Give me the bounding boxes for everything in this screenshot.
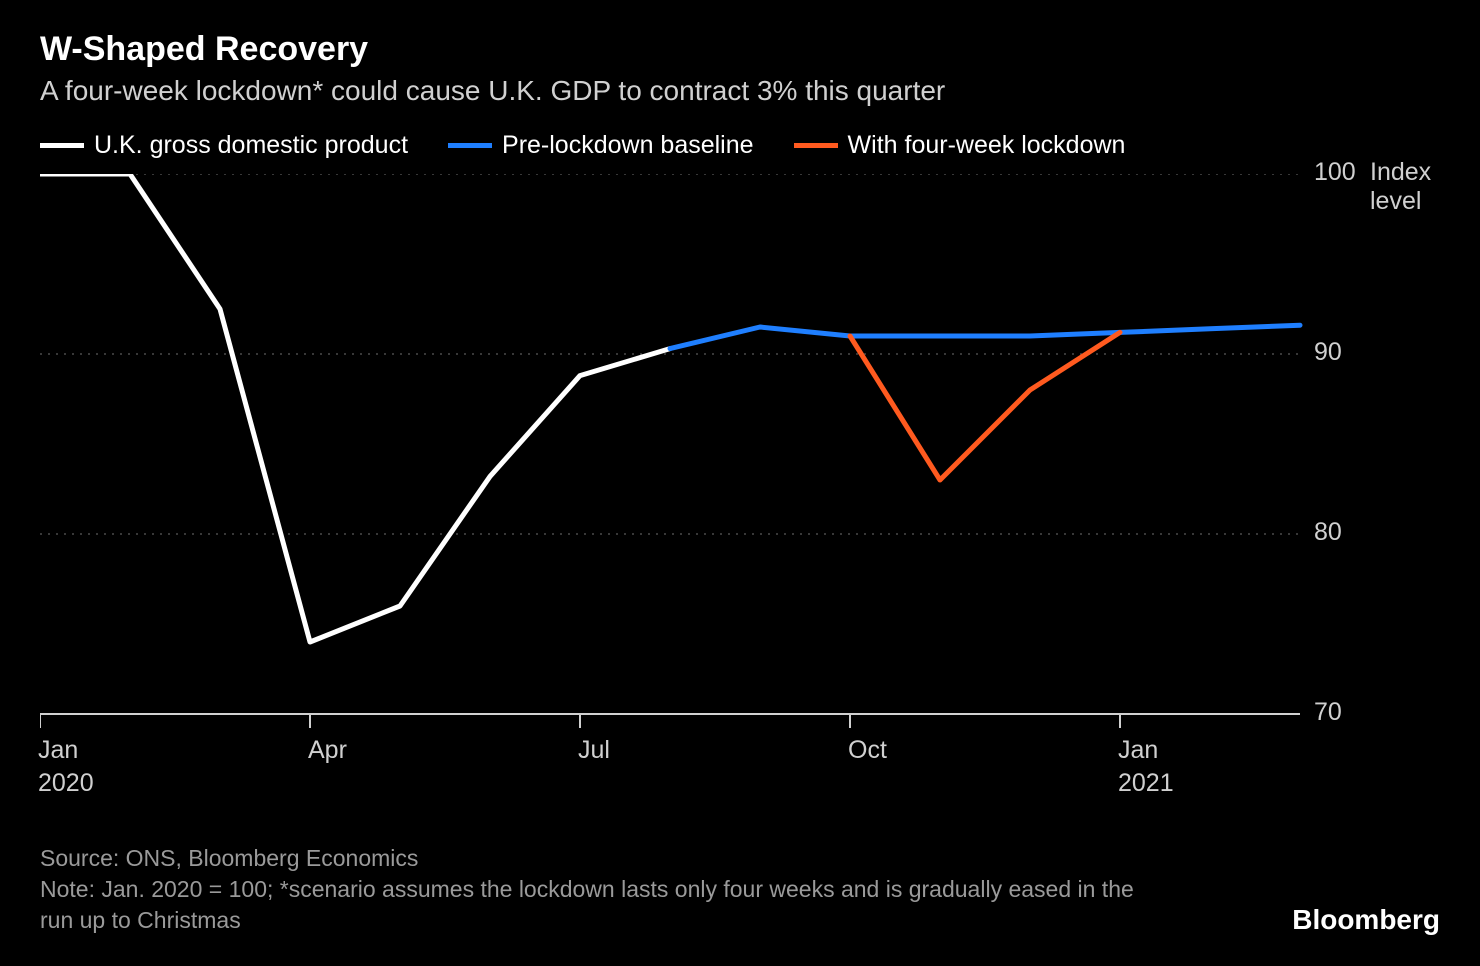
chart-plot-area: 708090100Index levelJan2020AprJulOctJan2… <box>40 174 1440 754</box>
y-tick-label: 90 <box>1314 338 1342 367</box>
legend-swatch-actual <box>40 143 84 148</box>
y-axis-title: Index level <box>1370 158 1440 216</box>
x-tick-label: Oct <box>848 734 887 767</box>
legend-swatch-lockdown <box>794 143 838 148</box>
chart-footer: Source: ONS, Bloomberg Economics Note: J… <box>40 843 1140 936</box>
chart-title: W-Shaped Recovery <box>40 30 1440 69</box>
legend-item-actual: U.K. gross domestic product <box>40 131 408 160</box>
chart-subtitle: A four-week lockdown* could cause U.K. G… <box>40 75 1440 107</box>
footer-source: Source: ONS, Bloomberg Economics <box>40 843 1140 874</box>
footer-note: Note: Jan. 2020 = 100; *scenario assumes… <box>40 874 1140 936</box>
legend-label-lockdown: With four-week lockdown <box>848 131 1126 160</box>
legend-swatch-baseline <box>448 143 492 148</box>
x-tick-label: Apr <box>308 734 347 767</box>
y-tick-label: 80 <box>1314 518 1342 547</box>
brand-label: Bloomberg <box>1292 904 1440 936</box>
legend-item-baseline: Pre-lockdown baseline <box>448 131 754 160</box>
legend-item-lockdown: With four-week lockdown <box>794 131 1126 160</box>
chart-svg <box>40 174 1440 834</box>
x-tick-label: Jul <box>578 734 610 767</box>
y-tick-label: 100 <box>1314 158 1356 187</box>
y-tick-label: 70 <box>1314 698 1342 727</box>
x-tick-label: Jan2021 <box>1118 734 1174 799</box>
chart-legend: U.K. gross domestic product Pre-lockdown… <box>40 131 1440 160</box>
legend-label-baseline: Pre-lockdown baseline <box>502 131 754 160</box>
chart-container: W-Shaped Recovery A four-week lockdown* … <box>0 0 1480 966</box>
x-tick-label: Jan2020 <box>38 734 94 799</box>
legend-label-actual: U.K. gross domestic product <box>94 131 408 160</box>
